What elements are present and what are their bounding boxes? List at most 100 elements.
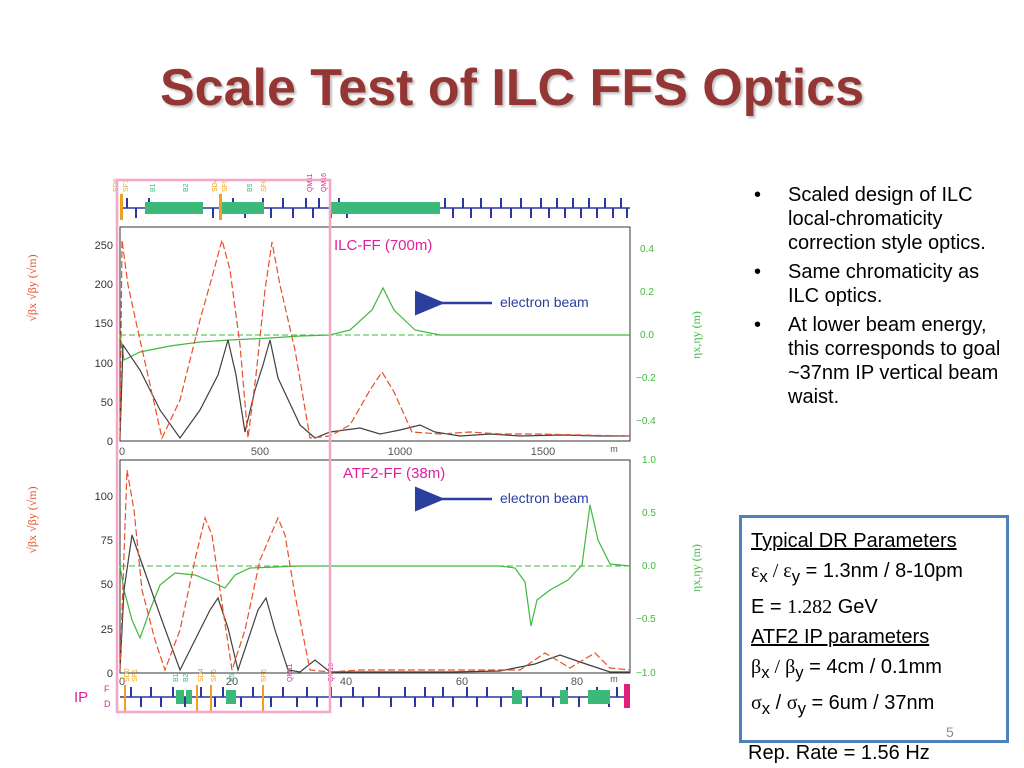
quadrupole-magnet (150, 687, 152, 697)
quadrupole-magnet (140, 697, 142, 707)
dr-parameters-heading: Typical DR Parameters (751, 530, 957, 552)
quadrupole-magnet (466, 687, 468, 697)
top-beta-x-curve (119, 339, 630, 440)
quadrupole-magnet (424, 687, 426, 697)
bullet-dot: • (754, 184, 762, 206)
bend-magnet (588, 690, 610, 704)
emittance-line: εx / εy = 1.3nm / 8-10pm (751, 556, 998, 592)
quadrupole-magnet (240, 697, 242, 707)
top-magnet-label: QM11 (307, 173, 314, 192)
quadrupole-magnet (200, 687, 202, 697)
top-x-tick: 1000 (388, 446, 412, 458)
quadrupole-magnet (378, 687, 380, 697)
epsilon-symbol: ε (751, 560, 760, 582)
bottom-magnet-label: QM16 (328, 663, 335, 682)
emittance-value: = 1.3nm / 8-10pm (800, 560, 963, 582)
bottom-magnet-label: QM11 (287, 663, 294, 682)
quadrupole-magnet (500, 697, 502, 707)
bottom-arrow-label: electron beam (500, 490, 589, 506)
bottom-right-tick: −1.0 (636, 668, 656, 679)
top-left-tick: 50 (101, 397, 113, 409)
top-left-tick: 200 (95, 279, 113, 291)
quadrupole-magnet (270, 697, 272, 707)
bottom-x-tick: 20 (226, 676, 238, 688)
quadrupole-magnet (135, 208, 137, 218)
quadrupole-magnet (596, 208, 598, 218)
quadrupole-magnet (572, 198, 574, 208)
top-lattice-strip: SD6 SF1 B1 B2 SD4 SF5 B5 SF6 QM11 QM16 (113, 173, 630, 220)
defocus-label: D (104, 699, 111, 709)
top-magnet-label: B2 (183, 183, 190, 192)
quadrupole-magnet (476, 697, 478, 707)
emit-slash: / (767, 560, 784, 582)
bullet-item: • At lower beam energy, this corresponds … (748, 313, 1010, 409)
focus-label: F (104, 684, 110, 694)
quadrupole-magnet (620, 198, 622, 208)
slide-number: 5 (946, 724, 954, 740)
slide-title: Scale Test of ILC FFS Optics (159, 59, 865, 117)
ip-parameters-heading: ATF2 IP parameters (751, 626, 930, 648)
bend-magnet (145, 202, 203, 214)
quadrupole-magnet (362, 697, 364, 707)
beta-sub-y: y (795, 663, 804, 682)
quadrupole-magnet (312, 208, 314, 218)
quadrupole-magnet (305, 198, 307, 208)
bottom-magnet-label: SD4 (198, 668, 205, 682)
top-x-tick: 1500 (531, 446, 555, 458)
bullet-dot: • (754, 314, 762, 336)
energy-unit: GeV (832, 596, 878, 618)
top-left-axis-label: √βx √βy (√m) (25, 254, 39, 321)
beta-symbol: β (751, 656, 762, 678)
emit-sub-y: y (791, 567, 801, 586)
quadrupole-magnet (604, 198, 606, 208)
rep-rate-line: Rep. Rate = 1.56 Hz (748, 742, 930, 764)
bottom-magnet-label: SF6 (261, 669, 268, 682)
top-arrow-label: electron beam (500, 294, 589, 310)
bullet-text: Same chromaticity as ILC optics. (788, 261, 980, 307)
bottom-left-axis-label: √βx √βy (√m) (25, 486, 39, 553)
bottom-left-tick: 25 (101, 624, 113, 636)
bottom-sext-marker (124, 685, 126, 711)
beta-line: βx / βy = 4cm / 0.1mm (751, 652, 998, 688)
bend-magnet (560, 690, 568, 704)
bullet-text: At lower beam energy, this corresponds t… (788, 314, 1001, 408)
beta-sub-x: x (761, 663, 770, 682)
top-x-unit: m (610, 444, 618, 454)
epsilon-symbol: ε (783, 560, 792, 582)
bottom-x-tick: 60 (456, 676, 468, 688)
quadrupole-magnet (126, 198, 128, 208)
quadrupole-magnet (340, 697, 342, 707)
top-optics-plot: 250 200 150 100 50 0 0.4 0.2 0.0 −0.2 −0… (25, 226, 703, 458)
bullet-item: • Same chromaticity as ILC optics. (748, 260, 1010, 308)
quadrupole-magnet (452, 208, 454, 218)
quadrupole-magnet (556, 198, 558, 208)
quadrupole-magnet (390, 697, 392, 707)
quadrupole-magnet (316, 697, 318, 707)
quadrupole-magnet (470, 208, 472, 218)
quadrupole-magnet (526, 697, 528, 707)
bottom-beta-y-curve (119, 469, 631, 673)
sigma-symbol: σ (786, 692, 798, 714)
quadrupole-magnet (306, 687, 308, 697)
top-right-tick: 0.0 (640, 330, 654, 341)
bend-magnet (330, 202, 440, 214)
energy-line: E = 1.282 GeV (751, 592, 998, 622)
quadrupole-magnet (578, 697, 580, 707)
sigma-symbol: σ (751, 692, 762, 714)
bullet-list: • Scaled design of ILC local-chromaticity… (748, 183, 1010, 414)
top-magnet-label: QM16 (321, 173, 328, 192)
quadrupole-magnet (530, 208, 532, 218)
quadrupole-magnet (282, 687, 284, 697)
quadrupole-magnet (318, 198, 320, 208)
bottom-x-tick: 80 (571, 676, 583, 688)
quadrupole-magnet (444, 198, 446, 208)
bottom-dispersion-curve (119, 504, 631, 640)
bottom-x-tick: 40 (340, 676, 352, 688)
quadrupole-magnet (222, 687, 224, 697)
bottom-sext-marker (210, 685, 212, 711)
top-right-tick: −0.4 (636, 416, 656, 427)
beta-symbol: β (785, 656, 796, 678)
top-right-axis-label: ηx,ηy (m) (689, 311, 703, 359)
quadrupole-magnet (452, 697, 454, 707)
quadrupole-magnet (184, 697, 186, 707)
